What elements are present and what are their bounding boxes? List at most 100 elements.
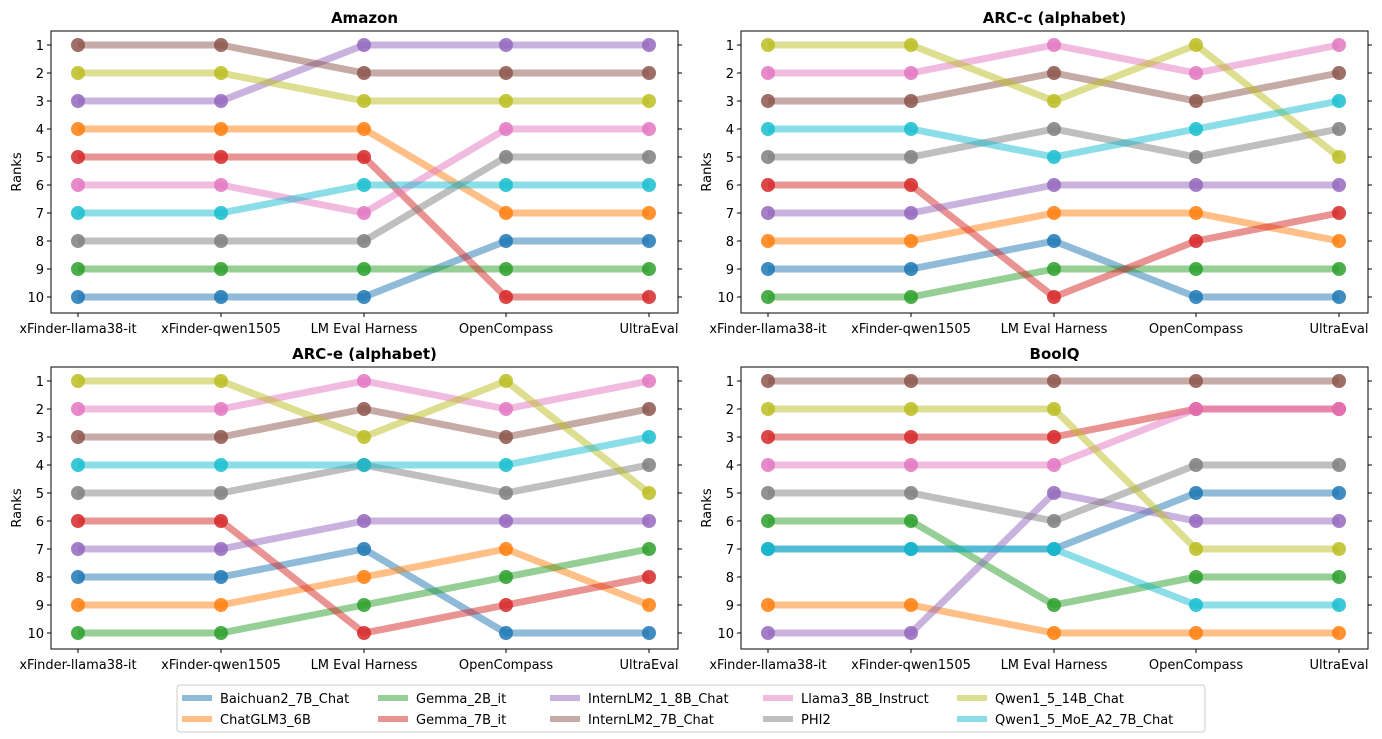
x-tick-label: OpenCompass bbox=[459, 658, 553, 673]
y-tick-label: 2 bbox=[36, 403, 44, 418]
point-chatglm3-6b-3 bbox=[499, 206, 513, 220]
point-internlm2-7b-chat-1 bbox=[214, 430, 228, 444]
y-tick-label: 8 bbox=[36, 571, 44, 586]
point-internlm2-1-8b-chat-4 bbox=[642, 38, 656, 52]
point-gemma-7b-it-0 bbox=[71, 150, 85, 164]
point-gemma-2b-it-1 bbox=[214, 262, 228, 276]
point-qwen1-5-14b-chat-1 bbox=[214, 374, 228, 388]
y-tick-label: 10 bbox=[717, 291, 734, 306]
point-baichuan2-7b-chat-2 bbox=[357, 290, 371, 304]
y-axis-label: Ranks bbox=[700, 488, 715, 527]
point-gemma-7b-it-3 bbox=[499, 598, 513, 612]
point-internlm2-7b-chat-1 bbox=[214, 38, 228, 52]
point-llama3-8b-instruct-1 bbox=[214, 402, 228, 416]
x-tick-label: xFinder-qwen1505 bbox=[161, 658, 281, 673]
point-gemma-2b-it-3 bbox=[1189, 570, 1203, 584]
point-gemma-7b-it-4 bbox=[642, 570, 656, 584]
y-tick-label: 6 bbox=[726, 515, 734, 530]
x-tick-label: OpenCompass bbox=[1149, 658, 1243, 673]
point-qwen1-5-14b-chat-0 bbox=[71, 66, 85, 80]
y-tick-label: 1 bbox=[36, 39, 44, 54]
point-llama3-8b-instruct-2 bbox=[1047, 458, 1061, 472]
legend-label: Qwen1_5_14B_Chat bbox=[995, 692, 1124, 707]
point-gemma-7b-it-2 bbox=[1047, 290, 1061, 304]
y-tick-label: 4 bbox=[726, 123, 734, 138]
point-qwen1-5-14b-chat-3 bbox=[499, 94, 513, 108]
y-tick-label: 9 bbox=[726, 263, 734, 278]
point-chatglm3-6b-0 bbox=[71, 598, 85, 612]
y-tick-label: 2 bbox=[726, 403, 734, 418]
point-baichuan2-7b-chat-1 bbox=[214, 570, 228, 584]
series-line-gemma-2b-it bbox=[768, 517, 1339, 609]
point-internlm2-1-8b-chat-1 bbox=[214, 542, 228, 556]
point-chatglm3-6b-2 bbox=[1047, 206, 1061, 220]
point-llama3-8b-instruct-0 bbox=[761, 458, 775, 472]
point-internlm2-1-8b-chat-1 bbox=[214, 94, 228, 108]
point-gemma-7b-it-3 bbox=[499, 290, 513, 304]
point-internlm2-1-8b-chat-3 bbox=[1189, 178, 1203, 192]
x-tick-label: LM Eval Harness bbox=[1001, 658, 1108, 673]
point-qwen1-5-14b-chat-4 bbox=[642, 94, 656, 108]
y-tick-label: 6 bbox=[36, 179, 44, 194]
point-qwen1-5-14b-chat-3 bbox=[1189, 38, 1203, 52]
series-line-chatglm3-6b bbox=[78, 125, 649, 217]
y-tick-label: 8 bbox=[726, 235, 734, 250]
point-baichuan2-7b-chat-2 bbox=[1047, 234, 1061, 248]
legend-item-internlm2-7b-chat: InternLM2_7B_Chat bbox=[550, 713, 714, 728]
point-baichuan2-7b-chat-0 bbox=[71, 290, 85, 304]
point-internlm2-7b-chat-3 bbox=[499, 430, 513, 444]
point-llama3-8b-instruct-2 bbox=[357, 206, 371, 220]
point-chatglm3-6b-0 bbox=[761, 598, 775, 612]
y-tick-label: 7 bbox=[726, 543, 734, 558]
x-tick-label: LM Eval Harness bbox=[311, 322, 418, 337]
y-tick-label: 10 bbox=[27, 291, 44, 306]
y-tick-label: 5 bbox=[36, 151, 44, 166]
point-phi2-3 bbox=[499, 150, 513, 164]
y-tick-label: 5 bbox=[36, 487, 44, 502]
legend-item-gemma-7b-it: Gemma_7B_it bbox=[378, 713, 506, 728]
y-tick-label: 3 bbox=[726, 431, 734, 446]
panel-title: BoolQ bbox=[1030, 345, 1080, 363]
point-phi2-2 bbox=[357, 234, 371, 248]
series-line-internlm2-1-8b-chat bbox=[768, 489, 1339, 637]
point-internlm2-7b-chat-3 bbox=[1189, 94, 1203, 108]
y-tick-label: 1 bbox=[726, 39, 734, 54]
x-tick-label: xFinder-llama38-it bbox=[19, 322, 136, 337]
point-internlm2-7b-chat-1 bbox=[904, 94, 918, 108]
point-qwen1-5-moe-a2-7b-chat-0 bbox=[761, 542, 775, 556]
point-baichuan2-7b-chat-3 bbox=[499, 626, 513, 640]
x-tick-label: UltraEval bbox=[1309, 658, 1368, 673]
point-qwen1-5-14b-chat-1 bbox=[214, 66, 228, 80]
point-qwen1-5-14b-chat-3 bbox=[1189, 542, 1203, 556]
point-gemma-2b-it-1 bbox=[904, 514, 918, 528]
panel-title: Amazon bbox=[331, 9, 398, 27]
point-qwen1-5-14b-chat-3 bbox=[499, 374, 513, 388]
point-phi2-2 bbox=[1047, 514, 1061, 528]
legend: Baichuan2_7B_Chat ChatGLM3_6B Gemma_2B_it G… bbox=[176, 684, 1206, 733]
point-llama3-8b-instruct-0 bbox=[71, 178, 85, 192]
point-llama3-8b-instruct-4 bbox=[642, 374, 656, 388]
point-baichuan2-7b-chat-1 bbox=[904, 262, 918, 276]
point-qwen1-5-moe-a2-7b-chat-4 bbox=[642, 430, 656, 444]
x-tick-label: xFinder-qwen1505 bbox=[851, 658, 971, 673]
point-internlm2-7b-chat-0 bbox=[761, 94, 775, 108]
point-chatglm3-6b-0 bbox=[71, 122, 85, 136]
y-tick-label: 9 bbox=[36, 263, 44, 278]
point-gemma-7b-it-4 bbox=[642, 290, 656, 304]
point-chatglm3-6b-1 bbox=[214, 598, 228, 612]
y-tick-label: 6 bbox=[36, 515, 44, 530]
point-phi2-2 bbox=[1047, 122, 1061, 136]
point-phi2-3 bbox=[499, 486, 513, 500]
point-baichuan2-7b-chat-0 bbox=[71, 570, 85, 584]
legend-item-chatglm3-6b: ChatGLM3_6B bbox=[182, 713, 311, 728]
y-tick-label: 6 bbox=[726, 179, 734, 194]
point-internlm2-1-8b-chat-1 bbox=[904, 206, 918, 220]
point-llama3-8b-instruct-0 bbox=[761, 66, 775, 80]
point-chatglm3-6b-2 bbox=[357, 570, 371, 584]
x-tick-label: xFinder-llama38-it bbox=[709, 322, 826, 337]
y-tick-label: 8 bbox=[36, 235, 44, 250]
point-qwen1-5-14b-chat-2 bbox=[1047, 94, 1061, 108]
point-baichuan2-7b-chat-4 bbox=[1332, 290, 1346, 304]
point-qwen1-5-moe-a2-7b-chat-0 bbox=[71, 458, 85, 472]
point-qwen1-5-moe-a2-7b-chat-2 bbox=[1047, 150, 1061, 164]
